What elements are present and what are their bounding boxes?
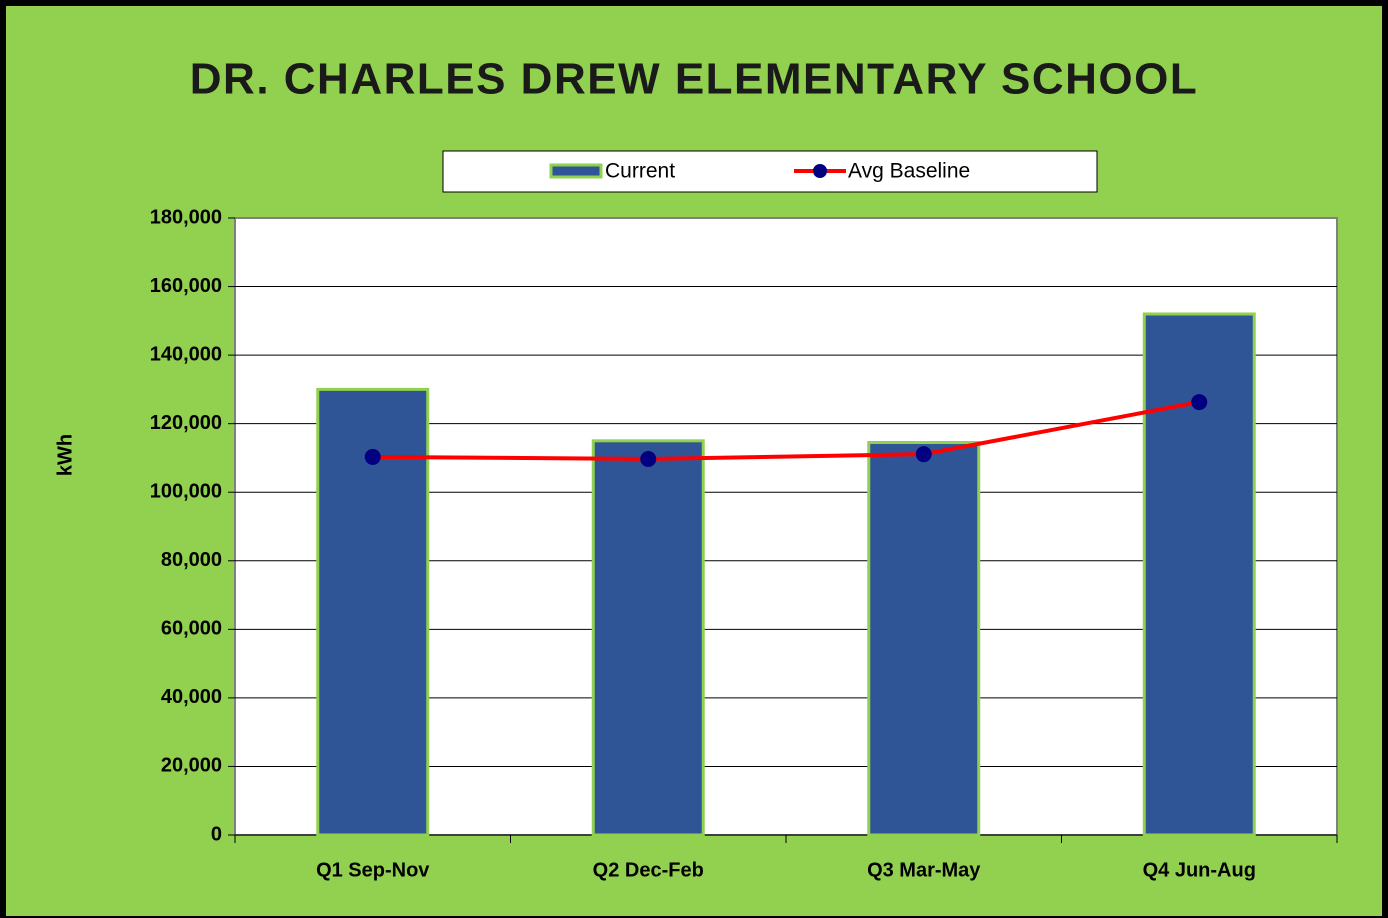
- legend-label: Avg Baseline: [848, 160, 970, 183]
- legend: [442, 150, 1098, 193]
- line-marker: [1191, 394, 1208, 411]
- y-tick-label: 100,000: [150, 481, 222, 503]
- y-tick-label: 80,000: [161, 549, 222, 571]
- legend-marker: [813, 164, 827, 178]
- line: [372, 400, 1200, 461]
- line-marker: [640, 450, 657, 467]
- line-marker: [364, 448, 381, 465]
- y-tick-label: 180,000: [150, 206, 222, 228]
- y-axis-label: kWh: [54, 434, 76, 476]
- legend-swatch: [549, 163, 603, 179]
- y-tick-label: 120,000: [150, 412, 222, 434]
- y-tick-label: 160,000: [150, 275, 222, 297]
- y-tick-label: 60,000: [161, 618, 222, 640]
- legend-label: Current: [605, 160, 675, 183]
- x-tick-label: Q4 Jun-Aug: [1143, 859, 1256, 881]
- bar: [591, 439, 705, 837]
- y-tick-label: 40,000: [161, 686, 222, 708]
- bar: [867, 441, 981, 837]
- y-tick-label: 0: [211, 823, 222, 845]
- line-marker: [915, 446, 932, 463]
- chart-title: DR. CHARLES DREW ELEMENTARY SCHOOL: [190, 55, 1198, 104]
- x-tick-label: Q2 Dec-Feb: [593, 859, 704, 881]
- y-tick-label: 140,000: [150, 343, 222, 365]
- x-tick-label: Q1 Sep-Nov: [316, 859, 430, 881]
- x-tick-label: Q3 Mar-May: [867, 859, 981, 881]
- y-tick-label: 20,000: [161, 755, 222, 777]
- bar: [1142, 312, 1256, 837]
